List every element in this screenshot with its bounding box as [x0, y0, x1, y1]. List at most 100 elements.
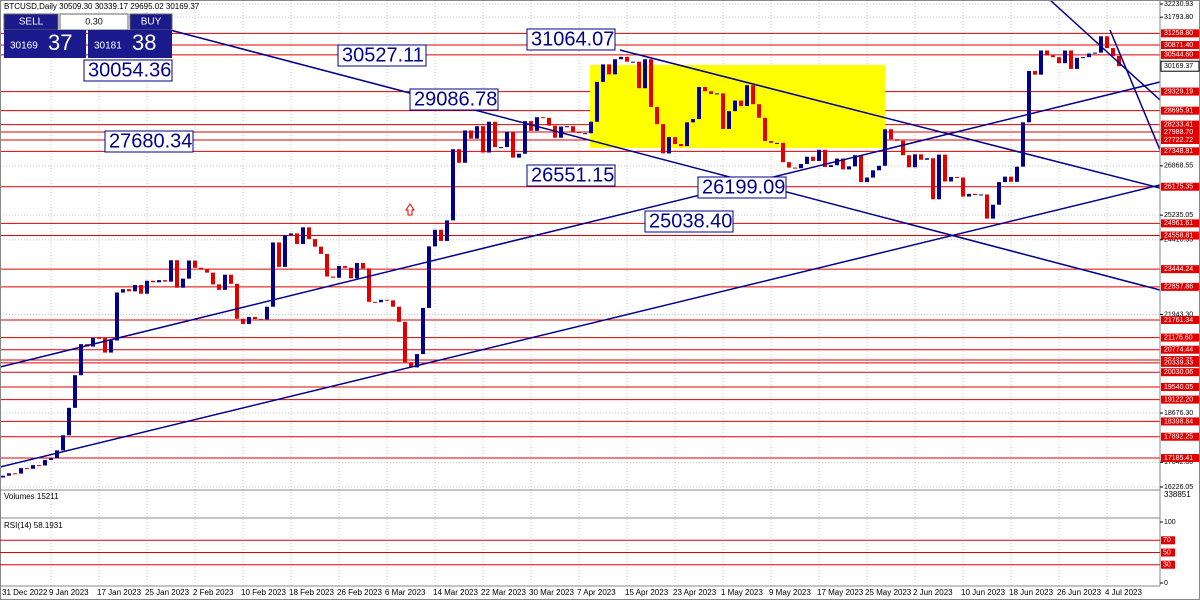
ask-small: 38: [132, 30, 156, 55]
candle-body: [25, 468, 29, 470]
candle-body: [79, 344, 83, 376]
level-label: 29329.19: [1164, 88, 1193, 95]
bid-big: 30169: [10, 41, 38, 52]
level-tag: [1161, 106, 1199, 115]
x-tick-label: 6 Mar 2023: [385, 588, 426, 597]
candle-body: [583, 133, 587, 135]
candle-body: [277, 242, 281, 267]
candle-body: [7, 473, 11, 476]
annotation-box: [337, 44, 427, 67]
candle-body: [313, 239, 317, 247]
level-label: 21761.34: [1164, 317, 1193, 324]
candle-body: [145, 280, 149, 294]
last-price-tag: [1160, 60, 1200, 72]
candle-body: [943, 154, 947, 182]
candle-body: [199, 267, 203, 270]
level-label: 22857.86: [1164, 284, 1193, 291]
candle-body: [757, 104, 761, 118]
candle-body: [541, 117, 545, 119]
candle-body: [763, 117, 767, 142]
candle-body: [1, 475, 5, 478]
level-label: 27722.72: [1164, 137, 1193, 144]
candle-body: [409, 362, 413, 368]
candle-body: [379, 299, 383, 303]
candle-body: [433, 229, 437, 247]
candle-body: [805, 156, 809, 164]
annotation: 25038.40: [649, 210, 732, 232]
candle-body: [349, 267, 353, 279]
annotation-box: [104, 130, 194, 153]
candle-body: [367, 268, 371, 302]
candle-body: [973, 193, 977, 196]
candle-body: [781, 142, 785, 163]
candle-body: [697, 87, 701, 120]
candle-body: [241, 318, 245, 324]
candle-body: [631, 61, 635, 63]
rsi-tag: [1161, 560, 1175, 569]
candle-body: [127, 289, 131, 292]
x-tick-label: 18 Feb 2023: [289, 588, 334, 597]
candle-body: [667, 137, 671, 154]
candle-body: [247, 316, 251, 324]
level-tag: [1161, 382, 1199, 391]
annotation-box: [526, 164, 616, 187]
level-tag: [1161, 345, 1199, 354]
candle-body: [481, 126, 485, 153]
candle-body: [661, 124, 665, 154]
candle-body: [19, 468, 23, 474]
candle-body: [607, 64, 611, 75]
candle-body: [265, 306, 269, 320]
candle-body: [355, 262, 359, 279]
candle-body: [1087, 53, 1091, 58]
candle-body: [589, 121, 593, 134]
candle-body: [565, 126, 569, 128]
annotation: 29086.78: [414, 88, 497, 110]
annotation-box: [697, 176, 787, 199]
candle-body: [151, 280, 155, 283]
candle-body: [829, 165, 833, 167]
candle-body: [925, 158, 929, 160]
candle-body: [577, 131, 581, 134]
candle-body: [547, 117, 551, 126]
arrow-icon: [405, 203, 415, 216]
level-tag: [1161, 41, 1199, 50]
rsi-tick-label: 30: [1163, 562, 1171, 569]
x-tick-label: 31 Dec 2022: [2, 588, 48, 597]
candle-body: [463, 130, 467, 163]
candle-body: [529, 121, 533, 131]
candle-body: [253, 316, 257, 320]
annotation: 30054.36: [88, 59, 171, 81]
candle-body: [679, 144, 683, 147]
level-tag: [1161, 265, 1199, 274]
bid-box[interactable]: [4, 30, 86, 58]
x-tick-label: 9 May 2023: [769, 588, 811, 597]
candle-body: [1063, 50, 1067, 64]
y-tick-label: 17042.80: [1164, 459, 1193, 466]
candle-body: [211, 272, 215, 285]
candle-body: [877, 165, 881, 171]
candle-body: [1117, 55, 1121, 67]
candle-body: [259, 319, 263, 321]
candle-body: [907, 155, 911, 168]
rsi-tag: [1161, 536, 1175, 545]
candle-body: [619, 56, 623, 60]
level-tag: [1161, 454, 1199, 463]
level-label: 24961.61: [1164, 220, 1193, 227]
x-tick-label: 25 Jan 2023: [145, 588, 190, 597]
level-tag: [1161, 282, 1199, 291]
candle-body: [295, 233, 299, 244]
x-tick-label: 18 Jun 2023: [1009, 588, 1054, 597]
candle-body: [511, 131, 515, 158]
candle-body: [1099, 36, 1103, 53]
symbol-header: BTCUSD,Daily 30509.30 30339.17 29695.02 …: [4, 2, 200, 11]
ask-box[interactable]: [88, 30, 172, 58]
x-tick-label: 25 May 2023: [865, 588, 912, 597]
candle-body: [307, 227, 311, 240]
candle-body: [97, 337, 101, 339]
candle-body: [205, 269, 209, 273]
last-price-label: 30169.37: [1164, 63, 1193, 70]
candle-body: [415, 354, 419, 368]
level-label: 28695.91: [1164, 108, 1193, 115]
candle-body: [739, 100, 743, 107]
candle-body: [475, 126, 479, 139]
